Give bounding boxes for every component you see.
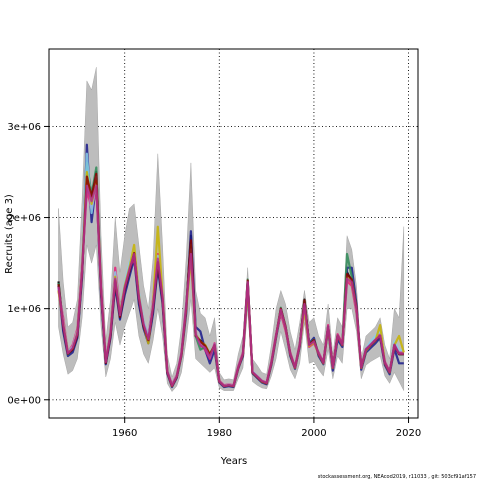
y-axis: 0e+00 1e+06 2e+06 3e+06 [7, 122, 49, 406]
confidence-band [58, 67, 405, 392]
y-tick-label: 1e+06 [7, 304, 41, 315]
x-tick-label: 1980 [207, 428, 232, 439]
y-tick-label: 3e+06 [7, 122, 41, 133]
y-axis-title: Recruits (age 3) [4, 194, 15, 274]
y-tick-label: 2e+06 [7, 213, 41, 224]
y-tick-label: 0e+00 [7, 395, 41, 406]
plot-frame [48, 48, 419, 419]
series-lines [57, 143, 405, 389]
x-tick-label: 1960 [112, 428, 137, 439]
footer-note: stockassessment.org, NEAcod2019, r11033 … [318, 474, 476, 480]
x-tick-label: 2020 [396, 428, 421, 439]
x-axis: 1960 1980 2000 2020 [112, 418, 421, 439]
x-tick-label: 2000 [301, 428, 326, 439]
confidence-band-area [58, 67, 405, 392]
series-line-8 [57, 184, 404, 388]
x-axis-title: Years [220, 456, 247, 467]
